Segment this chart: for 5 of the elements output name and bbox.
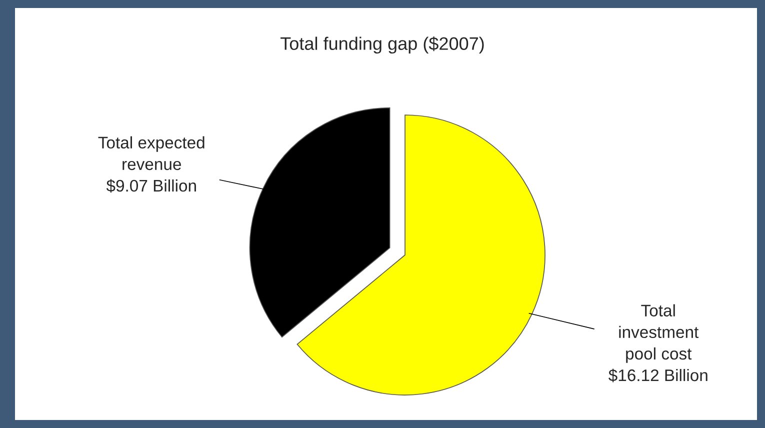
data-label: $16.12 Billion: [608, 368, 708, 382]
data-label: $9.07 Billion: [106, 179, 196, 193]
chart-title: Total funding gap ($2007): [280, 36, 484, 54]
slice-label: Total investment pool cost: [619, 304, 699, 363]
slice-label: Total expected revenue: [98, 136, 204, 170]
